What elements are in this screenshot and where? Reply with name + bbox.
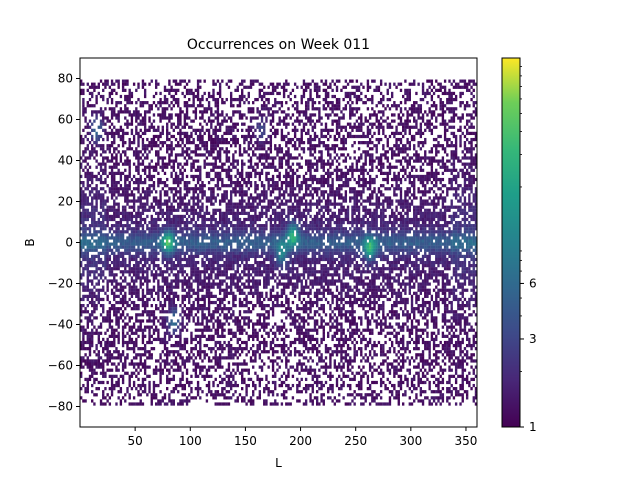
colorbar-tick-label: 6 — [529, 276, 537, 290]
y-tick-label: 80 — [58, 72, 73, 86]
y-tick-label: −40 — [48, 318, 73, 332]
y-axis: −80 −60 −40 −20 0 20 40 60 80 — [48, 72, 80, 414]
y-axis-label: B — [23, 238, 37, 246]
y-tick-label: 0 — [65, 236, 73, 250]
x-tick-label: 150 — [234, 434, 257, 448]
y-tick-label: −60 — [48, 359, 73, 373]
y-tick-label: 40 — [58, 154, 73, 168]
x-axis: 50 100 150 200 250 300 350 — [127, 427, 477, 448]
colorbar-tick-label: 3 — [529, 332, 537, 346]
colorbar-ticks: 1 3 6 — [520, 66, 537, 434]
x-tick-label: 250 — [344, 434, 367, 448]
colorbar-tick-label: 1 — [529, 420, 537, 434]
y-tick-label: 60 — [58, 113, 73, 127]
x-tick-label: 100 — [179, 434, 202, 448]
x-axis-label: L — [275, 456, 282, 470]
chart-title: Occurrences on Week 011 — [187, 37, 370, 53]
colorbar-gradient — [502, 58, 520, 427]
colorbar: 1 3 6 — [501, 57, 537, 434]
x-tick-label: 200 — [289, 434, 312, 448]
y-tick-label: 20 — [58, 195, 73, 209]
x-tick-label: 350 — [455, 434, 478, 448]
y-tick-label: −80 — [48, 400, 73, 414]
plot-area — [79, 57, 478, 428]
x-tick-label: 50 — [127, 434, 142, 448]
x-tick-label: 300 — [399, 434, 422, 448]
y-tick-label: −20 — [48, 277, 73, 291]
colorbar-frame — [501, 57, 521, 428]
heatmap-cells — [80, 79, 477, 406]
